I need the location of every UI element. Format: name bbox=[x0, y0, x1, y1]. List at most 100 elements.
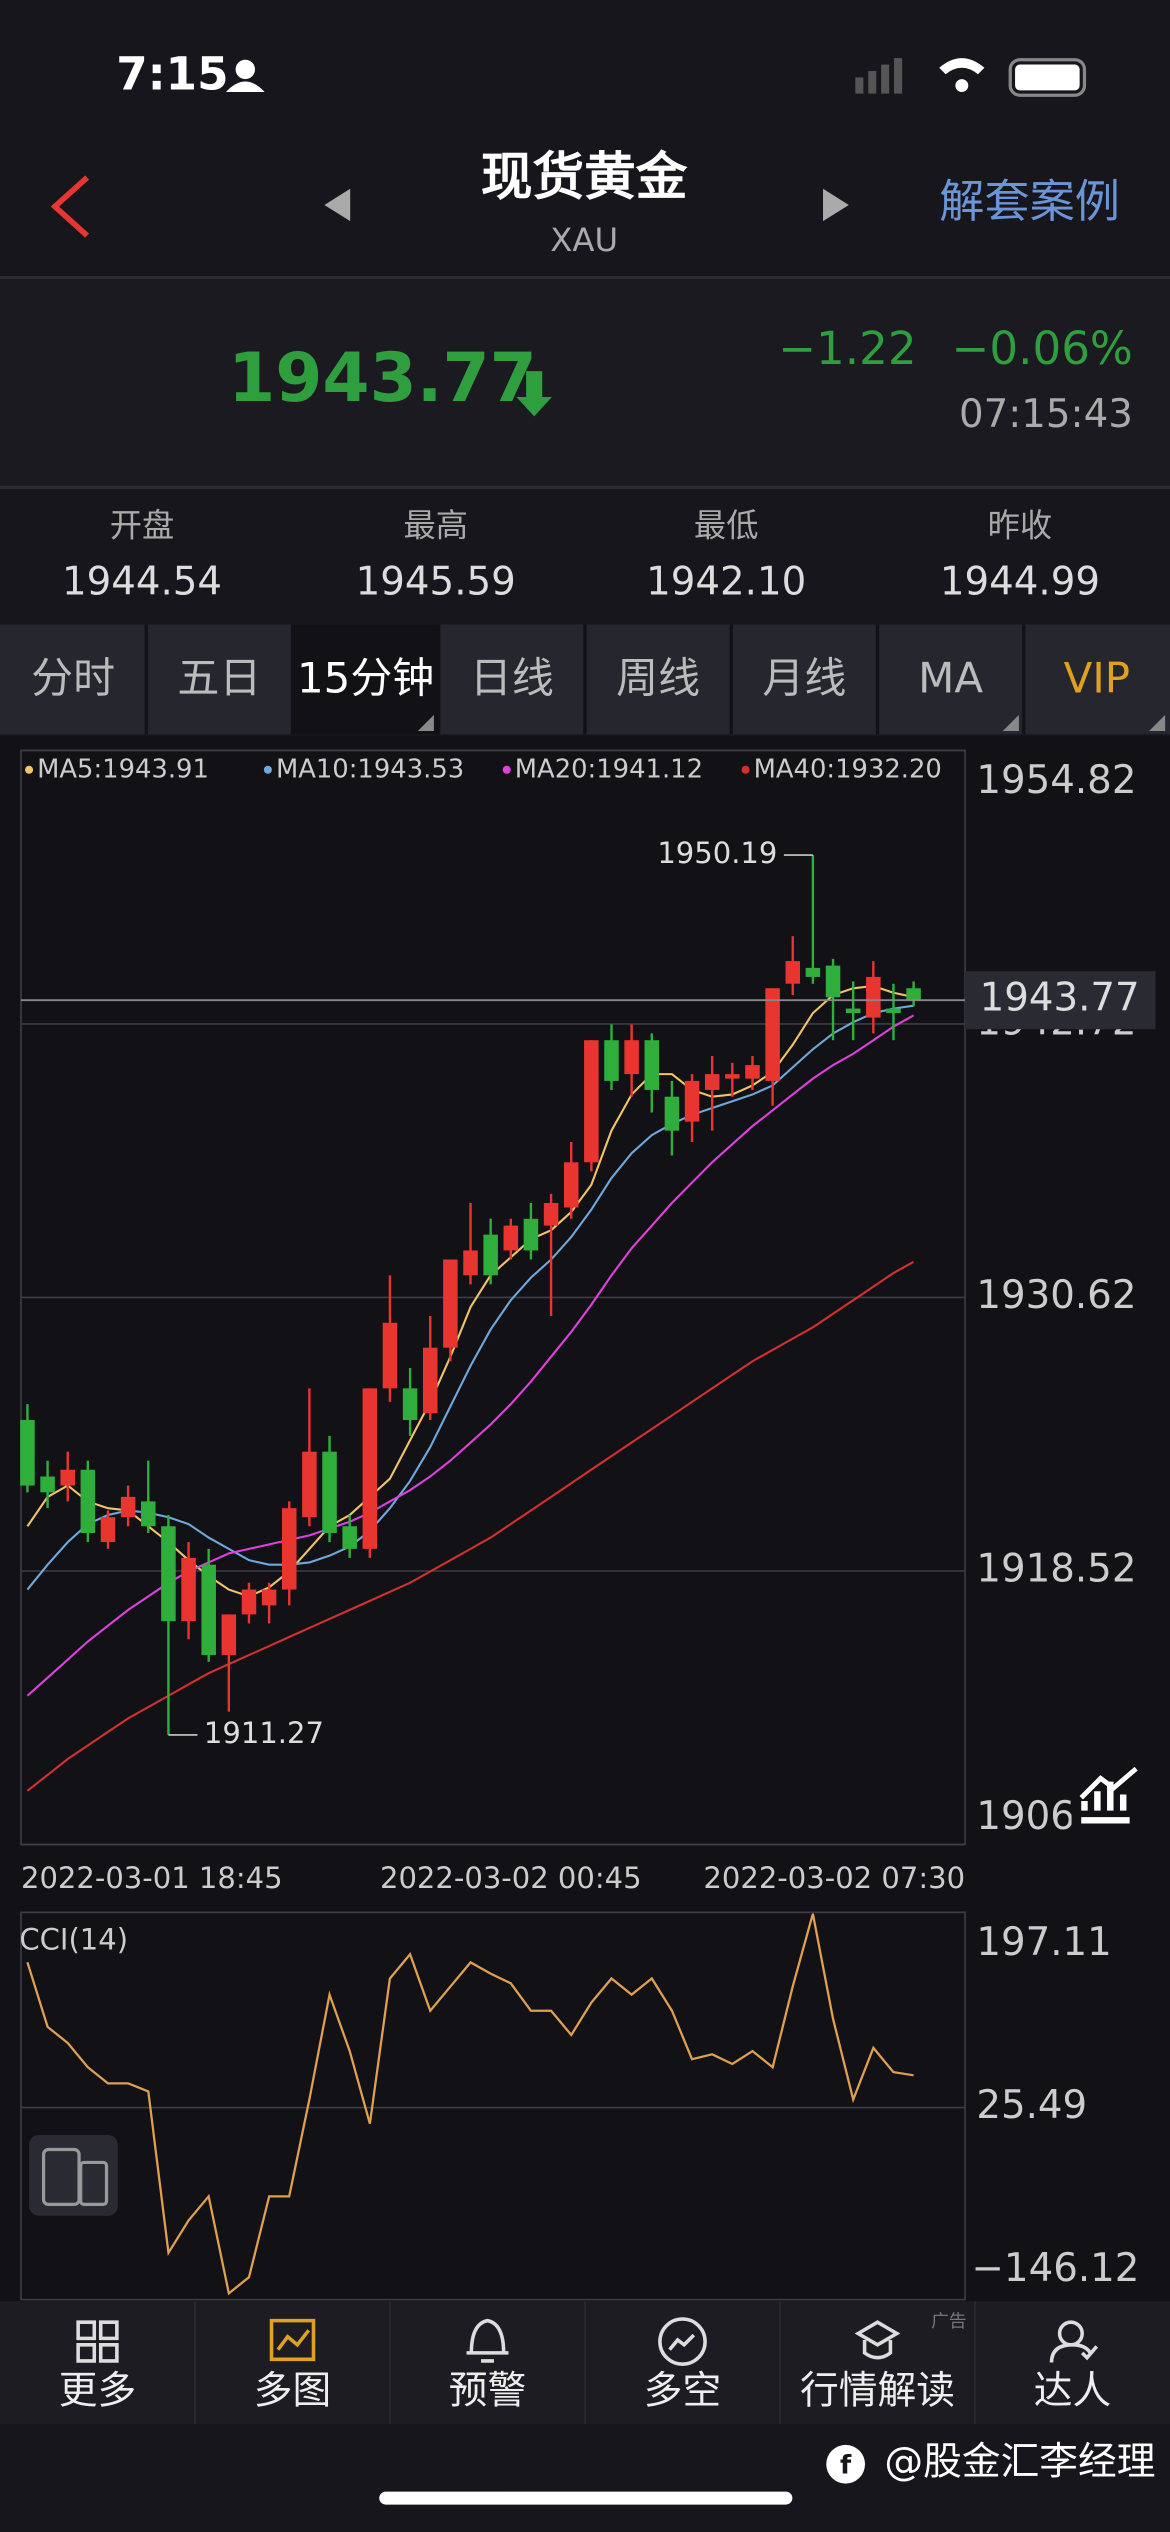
stat-label: 昨收 bbox=[988, 507, 1053, 545]
stat-value: 1942.10 bbox=[646, 560, 806, 605]
candle-body bbox=[100, 1517, 116, 1543]
candle-body bbox=[40, 1476, 55, 1493]
tab-corner bbox=[417, 714, 434, 732]
quote-price: 1943.77 bbox=[228, 338, 537, 417]
candle-body bbox=[523, 1218, 539, 1251]
tab[interactable]: 日线 bbox=[470, 654, 554, 703]
nav-label[interactable]: 更多 bbox=[59, 2369, 136, 2414]
x-tick-label: 2022-03-02 00:45 bbox=[380, 1861, 642, 1895]
tab-selected-bg bbox=[292, 624, 439, 735]
quote-change-pct: −0.06% bbox=[952, 322, 1133, 375]
candle-body bbox=[362, 1388, 378, 1549]
candle-body bbox=[725, 1074, 740, 1079]
candle-body bbox=[161, 1526, 176, 1622]
candle-body bbox=[342, 1526, 357, 1549]
nav-icon bbox=[269, 2318, 316, 2362]
stats-row: 开盘 1944.54 最高 1945.59 最低 1942.10 昨收 1944.99 bbox=[62, 507, 1100, 605]
nav-label[interactable]: 多图 bbox=[254, 2369, 331, 2414]
legend-dot bbox=[502, 765, 511, 774]
next-button[interactable] bbox=[823, 188, 849, 222]
y-tick-label: −146.12 bbox=[972, 2246, 1140, 2291]
home-indicator bbox=[379, 2491, 793, 2505]
nav-label[interactable]: 预警 bbox=[449, 2369, 526, 2414]
candle-body bbox=[644, 1040, 660, 1090]
nav-icon bbox=[854, 2320, 901, 2360]
candle-body bbox=[624, 1040, 639, 1075]
stat-value: 1944.54 bbox=[62, 560, 222, 605]
candle-body bbox=[584, 1040, 599, 1163]
candle-body bbox=[503, 1225, 519, 1251]
nav-items: 更多 多图 预警 多空 行情解读 达人 bbox=[59, 2301, 1111, 2424]
watermark-text: @股金汇李经理 bbox=[884, 2440, 1155, 2485]
tabs: 分时 五日 15分钟 日线 周线 月线 MA VIP bbox=[31, 624, 1166, 735]
candle-body bbox=[483, 1234, 498, 1276]
candle-body bbox=[886, 1008, 901, 1014]
nav-icon bbox=[76, 2320, 119, 2363]
candle-body bbox=[805, 967, 821, 977]
header-title: 现货黄金 bbox=[481, 148, 688, 208]
candle-body bbox=[261, 1589, 277, 1606]
candle-body bbox=[765, 988, 780, 1081]
candle-body bbox=[704, 1074, 720, 1090]
y-tick-label: 25.49 bbox=[976, 2083, 1087, 2128]
chart-tool-icon[interactable] bbox=[1071, 1759, 1146, 1834]
down-arrow bbox=[516, 371, 552, 417]
status-time: 7:15 bbox=[116, 47, 228, 100]
candle-body bbox=[60, 1469, 75, 1486]
candle-body bbox=[241, 1589, 257, 1615]
candle-body bbox=[664, 1096, 680, 1131]
nav-label[interactable]: 行情解读 bbox=[800, 2369, 955, 2414]
y-tick-label: 1954.82 bbox=[976, 758, 1136, 803]
tab[interactable]: 分时 bbox=[31, 654, 115, 703]
low-annotation: 1911.27 bbox=[204, 1716, 324, 1750]
candle-body bbox=[302, 1451, 317, 1518]
tab[interactable]: 五日 bbox=[177, 654, 261, 703]
nav-label[interactable]: 达人 bbox=[1034, 2369, 1111, 2414]
candle-body bbox=[402, 1388, 418, 1420]
tab-corner bbox=[1002, 714, 1019, 732]
header-link[interactable]: 解套案例 bbox=[939, 175, 1120, 228]
last-price-tag bbox=[965, 971, 1156, 1030]
candle-body bbox=[906, 988, 921, 1000]
tab[interactable]: 周线 bbox=[616, 654, 700, 703]
cci-frame bbox=[20, 1911, 966, 2301]
candle-body bbox=[120, 1496, 136, 1518]
stat-label: 最高 bbox=[403, 507, 468, 545]
legend-entry: MA10:1943.53 bbox=[276, 754, 464, 784]
tab[interactable]: 15分钟 bbox=[297, 654, 434, 703]
tab[interactable]: MA bbox=[918, 654, 983, 703]
back-button[interactable] bbox=[50, 175, 90, 238]
candle-body bbox=[543, 1202, 559, 1226]
candle-body bbox=[322, 1451, 337, 1534]
y-tick-label: 1918.52 bbox=[976, 1547, 1136, 1592]
candle-body bbox=[181, 1557, 196, 1622]
tab[interactable]: 月线 bbox=[762, 654, 846, 703]
candle-body bbox=[684, 1080, 700, 1122]
legend-entry: MA40:1932.20 bbox=[754, 754, 942, 784]
tab[interactable]: VIP bbox=[1064, 654, 1130, 703]
ad-tag: 广告 bbox=[931, 2311, 967, 2332]
prev-button[interactable] bbox=[324, 188, 351, 222]
legend-dot bbox=[263, 765, 272, 774]
watermark: f bbox=[826, 2444, 865, 2484]
candle-body bbox=[80, 1469, 96, 1534]
candle-body bbox=[463, 1250, 478, 1276]
rotate-button[interactable] bbox=[29, 2135, 118, 2216]
stat-value: 1945.59 bbox=[356, 560, 516, 605]
cci-title: CCI(14) bbox=[19, 1922, 128, 1956]
nav-icon bbox=[1049, 2320, 1099, 2363]
candle-body bbox=[604, 1040, 619, 1081]
candle-body bbox=[845, 1008, 861, 1014]
cci-line bbox=[26, 1913, 914, 2296]
nav-label[interactable]: 多空 bbox=[644, 2369, 721, 2414]
candle-body bbox=[745, 1065, 760, 1079]
y-tick-label: 1930.62 bbox=[976, 1273, 1136, 1318]
status-icons bbox=[225, 58, 1087, 97]
candle-body bbox=[382, 1322, 398, 1389]
stat-label: 开盘 bbox=[110, 507, 175, 545]
header-code: XAU bbox=[550, 221, 618, 259]
cci-chart: CCI(14) 197.11 25.49 −146.12 bbox=[19, 1913, 1140, 2296]
main-chart: 1954.821942.721930.621918.521906.422022-… bbox=[20, 749, 1156, 1895]
legend-dot bbox=[741, 765, 750, 774]
